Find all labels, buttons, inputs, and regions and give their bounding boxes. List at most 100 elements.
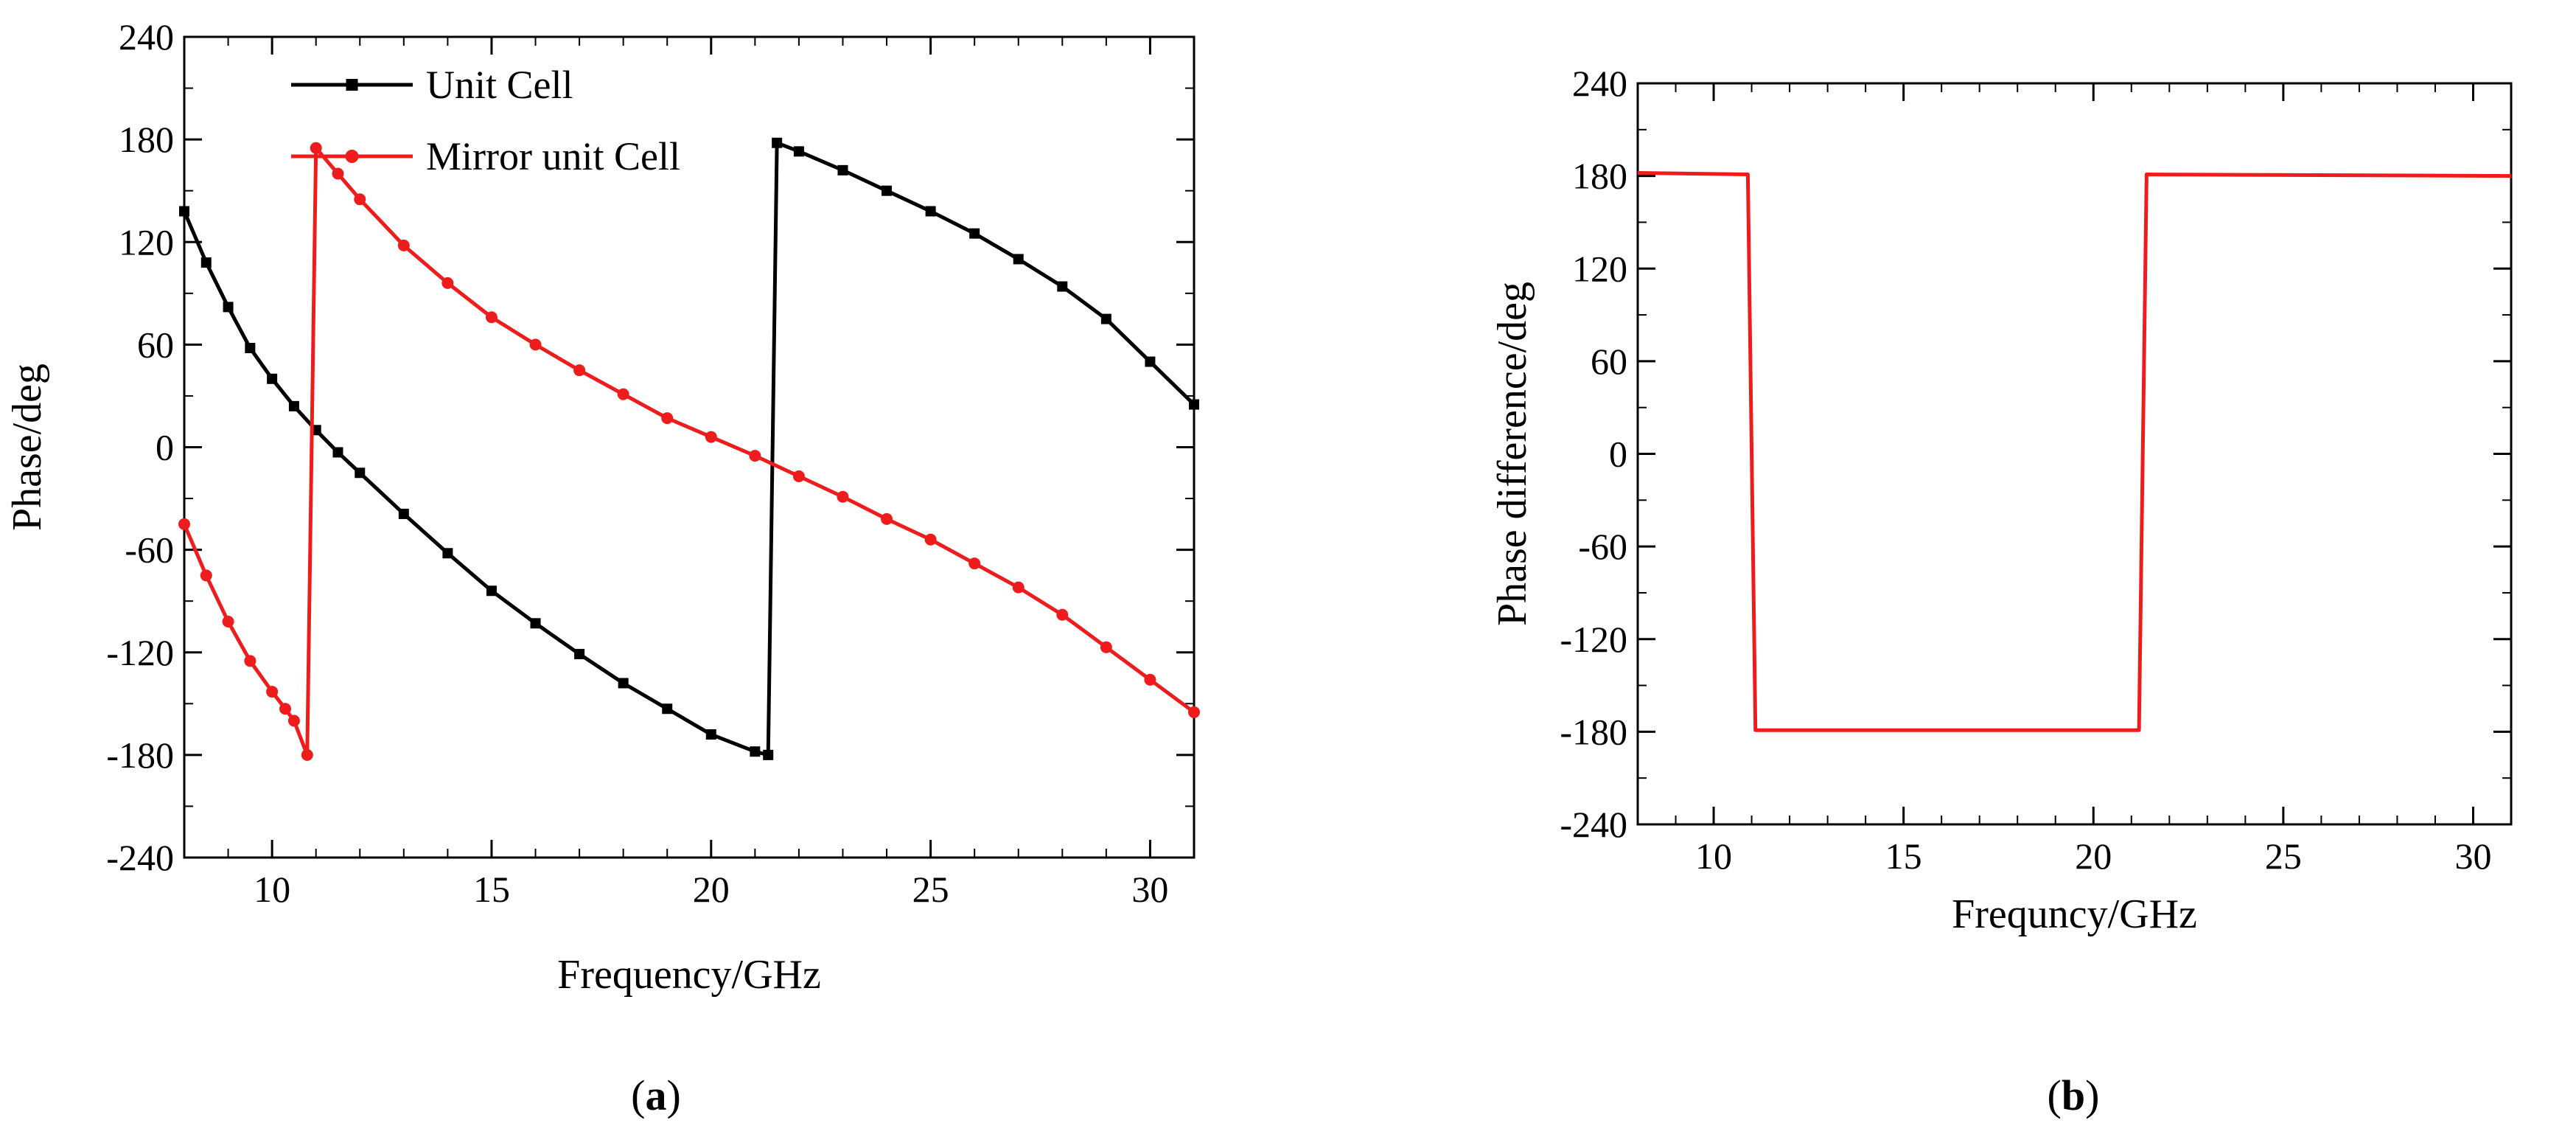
data-point [968,557,981,570]
data-point [354,193,366,206]
data-point [485,311,498,324]
y-tick-label: -60 [125,529,174,571]
y-tick-label: 60 [1591,341,1627,382]
data-point [441,277,454,289]
panel-label: (b) [2048,1071,2100,1119]
y-tick-label: 180 [119,119,174,160]
data-point [398,508,409,519]
series-0 [1637,170,2512,732]
data-point [837,164,848,175]
legend-marker [345,150,359,163]
data-point [705,729,716,740]
x-tick-label: 20 [693,869,730,910]
data-point [1189,399,1199,410]
data-point [1100,641,1112,653]
data-point [332,167,344,180]
y-axis-title: Phase difference/deg [1490,282,1535,626]
data-point [837,490,849,503]
y-tick-label: -180 [106,734,174,776]
legend-marker [346,79,358,91]
data-point [529,338,542,351]
legend-label: Mirror unit Cell [426,134,680,178]
x-tick-label: 15 [473,869,510,910]
data-point [750,746,761,757]
data-point [969,228,980,239]
data-point [705,431,717,443]
data-point [1012,581,1025,594]
data-point [301,748,313,761]
chart-a-phase: 10 15 20 25 30 -240 -180 -120 -60 0 60 120 180 240 Fre… [4,16,1200,1119]
x-tick-label: 25 [2265,835,2302,877]
data-point [1188,706,1200,718]
y-tick-label: 120 [119,221,174,262]
data-point [924,533,937,546]
legend: Unit Cell Mirror unit Cell [291,63,680,178]
data-point [310,142,322,154]
y-tick-label: 240 [1572,63,1627,104]
x-tick-label: 30 [1131,869,1168,910]
y-tick-label: -180 [1560,711,1627,752]
panel-letter: a [646,1071,667,1119]
data-point [1145,356,1156,367]
data-point [881,512,893,525]
x-axis-title: Frequncy/GHz [1952,891,2197,937]
data-point [397,239,410,251]
data-point [288,400,299,411]
y-tick-label: 240 [119,16,174,58]
data-point [763,749,774,760]
panel-label: (a) [631,1071,681,1119]
data-point [574,649,585,660]
data-point [925,206,936,217]
y-tick-label: -240 [106,837,174,878]
x-tick-label: 10 [1695,835,1732,877]
data-point [442,548,453,559]
data-point [1056,608,1069,621]
data-point [662,703,673,714]
y-tick-label: 120 [1572,248,1627,289]
y-tick-label: 180 [1572,156,1627,197]
y-tick-label: 0 [1609,434,1627,475]
data-point [1057,281,1068,292]
legend-label: Unit Cell [426,63,573,107]
data-point [178,518,190,530]
data-point [1100,313,1111,324]
data-point [287,714,300,727]
y-tick-label: -120 [1560,619,1627,660]
panel-letter: b [2062,1071,2085,1119]
data-point [266,686,279,698]
data-point [223,302,234,313]
data-point [332,447,343,458]
series-0 [179,137,1199,760]
data-point [355,467,366,479]
x-axis-title: Frequency/GHz [557,952,821,998]
x-tick-label: 10 [254,869,290,910]
chart-b-phase-difference: 10 15 20 25 30 -240 -180 -120 -60 0 60 120 180 240 Fre… [1490,63,2513,1119]
data-point [200,569,212,582]
series-line [1637,170,2512,732]
data-point [1144,673,1156,686]
y-tick-label: 60 [137,324,174,365]
x-tick-label: 30 [2454,835,2491,877]
plot-frame [1636,82,2513,826]
y-tick-label: -240 [1560,804,1627,845]
data-point [530,618,541,629]
data-point [792,470,805,482]
data-point [573,364,586,377]
x-tick-label: 20 [2075,835,2112,877]
series-1 [178,142,1200,761]
x-tick-label: 25 [912,869,949,910]
data-point [617,388,629,400]
data-point [245,343,256,354]
data-point [793,146,804,157]
data-point [486,585,497,597]
data-point [179,206,189,217]
data-point [267,373,278,384]
data-point [618,678,629,689]
data-point [244,655,256,667]
data-point [222,616,234,628]
y-tick-label: -60 [1578,526,1627,567]
data-point [772,137,783,148]
y-tick-label: 0 [156,427,174,468]
y-axis-title: Phase/deg [4,364,50,531]
